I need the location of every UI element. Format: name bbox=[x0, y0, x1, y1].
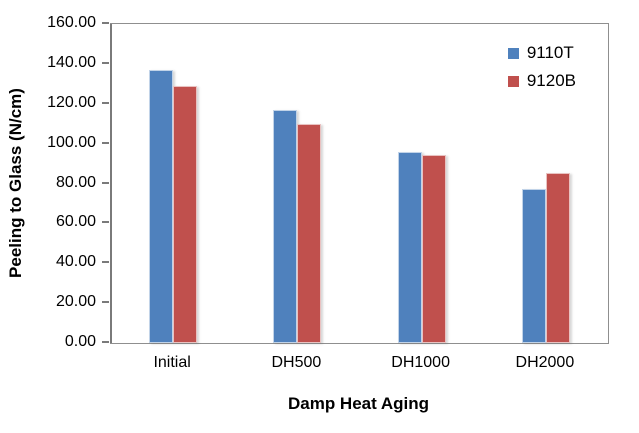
y-tick-label: 40.00 bbox=[55, 253, 96, 271]
y-tick-label: 160.00 bbox=[47, 14, 96, 31]
bar-group-DH500 bbox=[235, 24, 359, 343]
y-tick-mark bbox=[102, 101, 109, 104]
bar-9120B-Initial bbox=[173, 85, 198, 343]
legend-label-9120B: 9120B bbox=[526, 71, 576, 90]
bar-group-DH1000 bbox=[360, 24, 484, 343]
y-tick-label: 100.00 bbox=[47, 133, 96, 151]
x-axis-labels: Initial DH500 DH1000 DH2000 bbox=[110, 354, 607, 372]
x-axis-label-DH500: DH500 bbox=[271, 354, 322, 371]
bar-groups bbox=[111, 24, 608, 343]
bar-group-Initial bbox=[111, 24, 235, 343]
x-axis-label-Initial: Initial bbox=[153, 354, 191, 371]
x-axis-label-DH1000: DH1000 bbox=[391, 354, 450, 371]
y-tick-mark bbox=[102, 261, 109, 264]
y-axis-line bbox=[110, 24, 112, 343]
y-tick-label: 80.00 bbox=[55, 173, 96, 191]
bar-9120B-DH2000 bbox=[545, 172, 570, 343]
y-tick-mark bbox=[102, 341, 109, 343]
bar-9110T-DH1000 bbox=[397, 151, 422, 343]
y-tick-mark bbox=[102, 221, 109, 224]
x-axis-label-DH2000: DH2000 bbox=[515, 354, 575, 371]
legend-swatch-9120B-icon bbox=[507, 75, 519, 87]
y-tick-mark bbox=[102, 141, 109, 144]
y-tick-label: 60.00 bbox=[55, 213, 96, 231]
y-tick-mark bbox=[102, 181, 109, 184]
y-tick-mark bbox=[102, 22, 109, 24]
y-tick-label: 140.00 bbox=[47, 53, 96, 71]
bar-9110T-DH2000 bbox=[521, 188, 546, 343]
legend: 9110T 9120B bbox=[507, 43, 576, 90]
legend-swatch-9110T-icon bbox=[507, 47, 519, 59]
legend-label-9110T: 9110T bbox=[526, 43, 574, 62]
bar-9110T-DH500 bbox=[273, 109, 298, 343]
legend-item-9120B: 9120B bbox=[507, 71, 576, 90]
y-tick-label: 20.00 bbox=[55, 293, 96, 311]
bar-group-DH2000 bbox=[484, 24, 608, 343]
bar-9120B-DH1000 bbox=[421, 154, 446, 343]
bar-9120B-DH500 bbox=[297, 123, 322, 343]
y-tick-label: 120.00 bbox=[47, 93, 96, 111]
y-tick-mark bbox=[102, 301, 109, 304]
plot-area: 9110T 9120B bbox=[110, 23, 609, 344]
x-axis-title: Damp Heat Aging bbox=[287, 394, 430, 413]
y-tick-label: 0.00 bbox=[64, 333, 96, 350]
legend-item-9110T: 9110T bbox=[507, 43, 576, 62]
bar-9110T-Initial bbox=[149, 69, 174, 343]
y-tick-mark bbox=[102, 61, 109, 64]
